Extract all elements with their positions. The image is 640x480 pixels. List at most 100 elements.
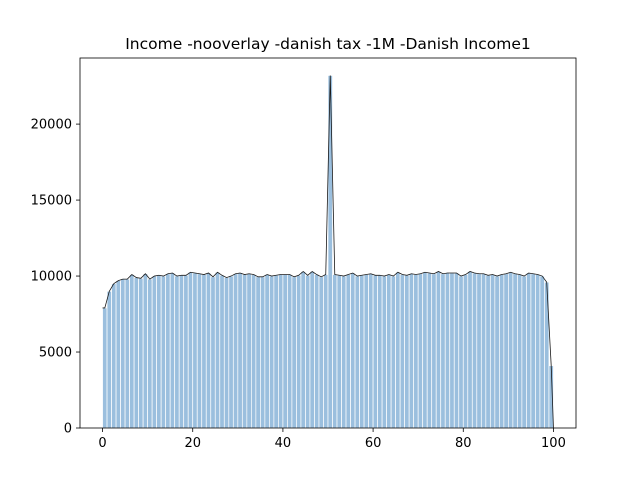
histogram-bar xyxy=(426,272,433,429)
x-axis-ticks: 0 20 40 60 80 100 xyxy=(98,428,566,451)
x-tick-label: 60 xyxy=(365,436,382,451)
histogram-bar xyxy=(156,274,162,429)
histogram-bar xyxy=(440,273,446,429)
histogram-bar xyxy=(390,275,396,429)
y-tick-label: 5000 xyxy=(39,346,72,361)
histogram-bar xyxy=(539,275,545,429)
histogram-bar xyxy=(106,290,112,429)
histogram-bar xyxy=(404,274,410,429)
histogram-bar xyxy=(395,271,401,429)
histogram-bar xyxy=(354,275,360,429)
y-tick-label: 10000 xyxy=(31,270,72,285)
histogram-bar xyxy=(386,274,392,429)
x-tick-label: 0 xyxy=(98,436,106,451)
histogram-bar xyxy=(241,274,248,429)
axes-frame xyxy=(79,57,577,429)
histogram-bar xyxy=(192,272,198,429)
x-tick-label: 80 xyxy=(455,436,472,451)
histogram-bar xyxy=(309,271,315,429)
x-tick-label: 20 xyxy=(184,436,201,451)
histogram-bar xyxy=(187,271,194,429)
histogram-bar xyxy=(530,273,536,429)
histogram-bar xyxy=(300,271,306,429)
histogram-bar xyxy=(232,273,239,429)
histogram-bar xyxy=(435,271,442,429)
histogram-bar xyxy=(237,272,243,429)
histogram-bar xyxy=(111,283,117,429)
histogram-bar xyxy=(174,275,180,429)
histogram-bar xyxy=(260,276,266,429)
histogram-bar xyxy=(291,276,297,429)
histogram-bar xyxy=(480,273,487,429)
histogram-bar xyxy=(246,273,252,429)
histogram-bar xyxy=(467,271,473,429)
histogram-bar xyxy=(178,274,185,429)
histogram-bar xyxy=(115,280,121,429)
histogram-bar xyxy=(471,272,478,429)
histogram-bar xyxy=(359,274,365,429)
histogram-bar xyxy=(129,274,135,429)
histogram-bar xyxy=(287,274,293,429)
histogram-bar xyxy=(517,274,523,429)
histogram-bar xyxy=(422,271,428,429)
histogram-bar xyxy=(102,307,108,429)
histogram-bar xyxy=(273,274,279,429)
histogram-bar xyxy=(521,275,527,429)
histogram-bar xyxy=(377,274,383,429)
histogram-bar xyxy=(314,274,320,429)
histogram-bar xyxy=(508,271,514,429)
histogram-bar xyxy=(250,274,257,429)
histogram-bar xyxy=(142,273,148,429)
histogram-bar xyxy=(399,274,406,429)
histogram-bar xyxy=(408,273,415,429)
histogram-bar xyxy=(201,274,207,429)
histogram-bar xyxy=(147,278,153,429)
histogram-bar xyxy=(431,273,437,429)
histogram-bar xyxy=(282,274,288,429)
histogram-bar xyxy=(165,273,171,429)
histogram-bar xyxy=(160,275,167,429)
histogram-bar xyxy=(120,278,126,429)
histogram-bar xyxy=(318,276,324,429)
histogram-bar xyxy=(444,272,451,429)
histogram-bar xyxy=(169,272,176,429)
histogram-bar xyxy=(350,272,356,429)
histogram-bar xyxy=(196,273,203,429)
histogram-bar xyxy=(228,275,234,429)
histogram-bar xyxy=(205,272,212,429)
histogram-bar xyxy=(512,273,518,429)
chart-title: Income -nooverlay -danish tax -1M -Danis… xyxy=(125,35,531,53)
histogram-bar xyxy=(214,271,221,429)
histogram-bar xyxy=(363,274,369,429)
histogram-bar xyxy=(535,274,541,429)
histogram-bar xyxy=(503,273,509,429)
histogram-bar xyxy=(210,276,216,429)
y-axis-ticks: 0 5000 10000 15000 20000 xyxy=(31,118,80,437)
histogram-bar xyxy=(264,274,270,429)
histogram-bar xyxy=(151,275,158,429)
histogram-bar xyxy=(305,274,311,429)
histogram-bar xyxy=(219,274,225,429)
histogram-bar xyxy=(323,274,329,429)
histogram-bar xyxy=(183,274,189,429)
histogram-bar xyxy=(494,275,500,429)
y-tick-label: 0 xyxy=(64,422,72,437)
histogram-bar xyxy=(138,277,144,429)
histogram-bar xyxy=(332,274,338,429)
histogram-bar xyxy=(381,275,387,429)
histogram-bar xyxy=(476,273,482,429)
histogram-bar xyxy=(458,275,464,429)
histogram-bar xyxy=(296,274,302,429)
y-tick-label: 15000 xyxy=(31,194,72,209)
histogram-bar xyxy=(526,272,532,429)
histogram-bar xyxy=(489,274,496,429)
x-tick-label: 100 xyxy=(541,436,566,451)
histogram-bar xyxy=(345,274,351,429)
histogram-bar xyxy=(449,272,455,429)
histogram-bar xyxy=(124,278,130,429)
histogram-bar xyxy=(278,274,284,429)
histogram-bar xyxy=(372,274,378,429)
density-outline xyxy=(102,75,554,429)
